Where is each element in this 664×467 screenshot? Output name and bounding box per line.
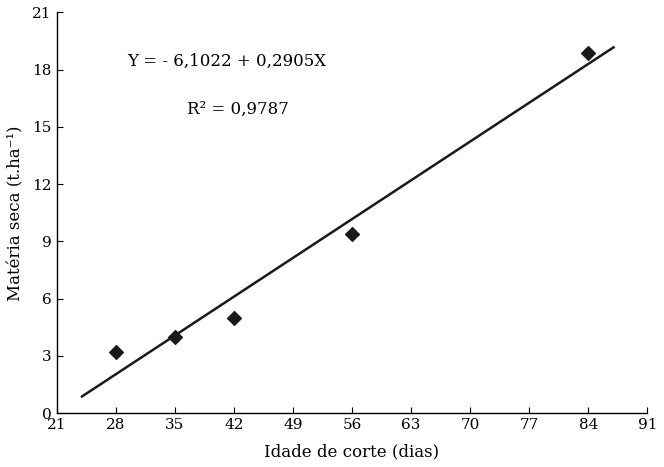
Point [583,49,594,56]
Point [110,348,121,356]
Text: Y = - 6,1022 + 0,2905X: Y = - 6,1022 + 0,2905X [127,52,327,70]
Point [347,230,357,238]
Point [169,333,180,340]
Y-axis label: Matéria seca (t.ha⁻¹): Matéria seca (t.ha⁻¹) [7,125,24,300]
Point [228,314,239,321]
Text: R² = 0,9787: R² = 0,9787 [187,100,288,118]
X-axis label: Idade de corte (dias): Idade de corte (dias) [264,443,440,460]
